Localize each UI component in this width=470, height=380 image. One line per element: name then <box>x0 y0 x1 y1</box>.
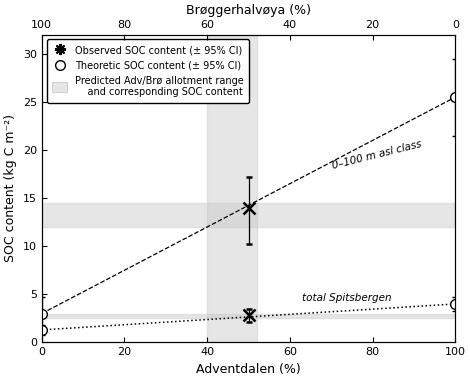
X-axis label: Adventdalen (%): Adventdalen (%) <box>196 363 301 376</box>
Bar <box>207 35 257 342</box>
Bar <box>42 203 455 227</box>
Bar <box>42 314 455 318</box>
Text: 0–100 m asl class: 0–100 m asl class <box>331 139 423 171</box>
X-axis label: Brøggerhalvøya (%): Brøggerhalvøya (%) <box>186 4 311 17</box>
Y-axis label: SOC content (kg C m⁻²): SOC content (kg C m⁻²) <box>4 114 17 263</box>
Text: total Spitsbergen: total Spitsbergen <box>302 293 392 303</box>
Legend: Observed SOC content (± 95% CI), Theoretic SOC content (± 95% CI), Predicted Adv: Observed SOC content (± 95% CI), Theoret… <box>47 40 250 103</box>
